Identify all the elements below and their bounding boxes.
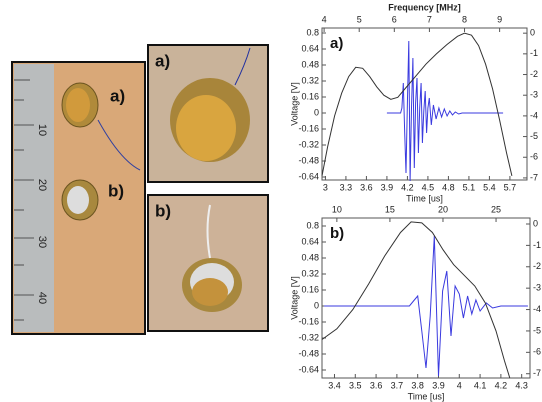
annotation: b) — [330, 225, 344, 242]
x-axis-label: Time [us] — [406, 193, 443, 203]
y-tick-label: -0.32 — [298, 139, 319, 149]
y-tick-label: -0.48 — [298, 155, 319, 165]
x-tick-label: 4.3 — [515, 380, 528, 390]
x-tick-label: 4.1 — [474, 380, 487, 390]
y2-tick-label: -4 — [530, 110, 538, 120]
ruler-number: 10 — [36, 124, 48, 136]
panel-label: a) — [155, 51, 170, 70]
y-tick-label: 0.32 — [301, 75, 319, 85]
y-tick-label: -0.64 — [298, 364, 319, 374]
x2-tick-label: 15 — [385, 204, 395, 214]
x-tick-label: 3 — [323, 182, 328, 192]
x-tick-label: 3.3 — [340, 182, 353, 192]
x2-tick-label: 4 — [322, 14, 327, 24]
panel-label: b) — [155, 201, 171, 220]
x-tick-label: 3.7 — [391, 380, 404, 390]
y-tick-label: 0.48 — [301, 59, 319, 69]
x2-tick-label: 8 — [462, 14, 467, 24]
ruler-number: 20 — [36, 179, 48, 191]
x2-tick-label: 20 — [438, 204, 448, 214]
page: {"photos": {"main_labels": ["a)", "b)"],… — [0, 0, 542, 402]
y-tick-label: -0.32 — [298, 332, 319, 342]
y-tick-label: -0.64 — [298, 171, 319, 181]
photo-label: b) — [108, 181, 124, 200]
x2-axis-label: Frequency [MHz] — [388, 2, 461, 12]
plot-frame — [322, 218, 530, 378]
x-tick-label: 4 — [457, 380, 462, 390]
x2-tick-label: 6 — [392, 14, 397, 24]
x-tick-label: 4.5 — [422, 182, 435, 192]
y2-tick-label: -2 — [533, 261, 541, 271]
x-tick-label: 4.8 — [442, 182, 455, 192]
y-tick-label: 0.8 — [306, 220, 319, 230]
y2-tick-label: 0 — [530, 28, 535, 38]
x2-tick-label: 10 — [332, 204, 342, 214]
y2-tick-label: -6 — [530, 152, 538, 162]
x-tick-label: 5.7 — [504, 182, 517, 192]
y-axis-label: Voltage [V] — [289, 276, 299, 320]
y-tick-label: 0.16 — [301, 91, 319, 101]
y-tick-label: 0.48 — [301, 252, 319, 262]
annotation: a) — [330, 35, 343, 52]
x-tick-label: 3.6 — [360, 182, 373, 192]
y2-tick-label: -1 — [533, 240, 541, 250]
y2-tick-label: 0 — [533, 218, 538, 228]
x-tick-label: 5.1 — [463, 182, 476, 192]
y2-tick-label: -3 — [533, 283, 541, 293]
x2-tick-label: 7 — [427, 14, 432, 24]
y2-tick-label: -1 — [530, 48, 538, 58]
x-tick-label: 3.6 — [370, 380, 383, 390]
photo-label: a) — [110, 86, 125, 105]
y2-tick-label: -5 — [533, 325, 541, 335]
y-tick-label: 0.32 — [301, 268, 319, 278]
panel-photo: b) — [148, 195, 268, 331]
y-tick-label: -0.16 — [298, 316, 319, 326]
x-tick-label: 3.8 — [411, 380, 424, 390]
y-tick-label: -0.48 — [298, 348, 319, 358]
y-tick-label: 0.16 — [301, 284, 319, 294]
y-tick-label: 0 — [314, 107, 319, 117]
y-tick-label: -0.16 — [298, 123, 319, 133]
y2-tick-label: -7 — [530, 172, 538, 182]
y-tick-label: 0.64 — [301, 43, 319, 53]
figure: 10 20 30 40 a) b) a) b) 33.33.63.94.24.5… — [0, 0, 542, 402]
y-tick-label: 0.64 — [301, 236, 319, 246]
x-tick-label: 3.4 — [328, 380, 341, 390]
y2-tick-label: -4 — [533, 304, 541, 314]
y2-tick-label: -5 — [530, 131, 538, 141]
ruler-number: 30 — [36, 236, 48, 248]
y2-tick-label: -6 — [533, 347, 541, 357]
y2-tick-label: -7 — [533, 368, 541, 378]
y2-tick-label: -3 — [530, 90, 538, 100]
ruler-number: 40 — [36, 292, 48, 304]
y-tick-label: 0 — [314, 300, 319, 310]
x-tick-label: 3.9 — [381, 182, 394, 192]
y-tick-label: 0.8 — [306, 27, 319, 37]
x-tick-label: 5.4 — [483, 182, 496, 192]
x2-tick-label: 5 — [357, 14, 362, 24]
x2-tick-label: 9 — [497, 14, 502, 24]
panel-photo: a) — [148, 45, 268, 182]
x-tick-label: 4.2 — [495, 380, 508, 390]
x-axis-label: Time [us] — [408, 391, 445, 401]
x-tick-label: 3.5 — [349, 380, 362, 390]
x-tick-label: 3.9 — [432, 380, 445, 390]
x-tick-label: 4.2 — [401, 182, 414, 192]
x2-tick-label: 25 — [491, 204, 501, 214]
y-axis-label: Voltage [V] — [289, 82, 299, 126]
y2-tick-label: -2 — [530, 69, 538, 79]
main-photo: 10 20 30 40 a) b) — [12, 62, 145, 334]
